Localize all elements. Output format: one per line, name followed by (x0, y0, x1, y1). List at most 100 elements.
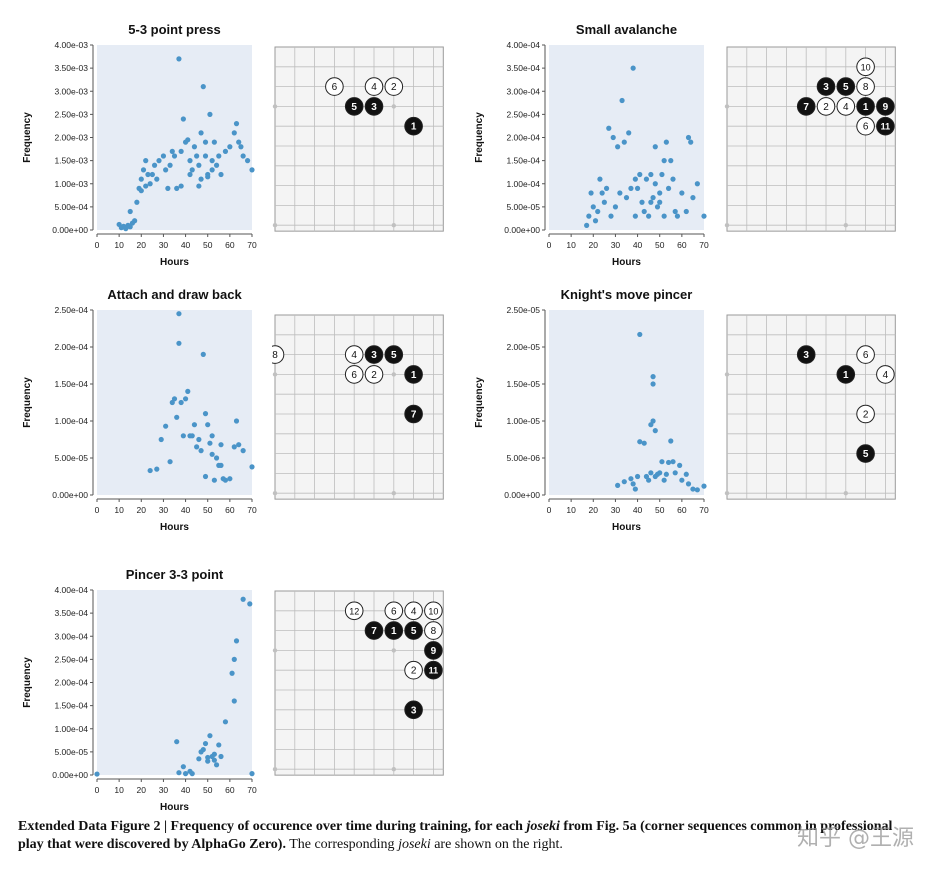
y-tick-label: 0.00e+00 (504, 225, 540, 235)
black-stone: 1 (856, 97, 875, 116)
stone-label: 6 (391, 606, 397, 617)
data-point (661, 213, 667, 219)
x-tick-label: 70 (247, 240, 257, 250)
data-point (670, 176, 676, 182)
plot-background (97, 45, 252, 230)
caption-plain-b: are shown on the right. (430, 837, 563, 852)
data-point (632, 176, 638, 182)
data-point (205, 754, 211, 761)
white-stone: 12 (344, 601, 364, 621)
white-stone: 2 (856, 404, 875, 424)
data-point (610, 134, 616, 141)
data-point (661, 158, 667, 164)
x-tick-label: 70 (699, 505, 709, 515)
stone-label: 4 (883, 370, 889, 381)
joseki-board: 3 6 1 4 2 5 (724, 314, 896, 500)
data-point (603, 185, 610, 191)
data-point (227, 144, 233, 150)
data-point (592, 218, 599, 224)
stone-label: 3 (803, 350, 809, 361)
data-point (701, 483, 707, 489)
data-point (174, 185, 180, 191)
data-point (641, 440, 647, 446)
data-point (628, 476, 634, 482)
star-point (724, 372, 730, 377)
data-point (171, 396, 178, 402)
x-tick-label: 0 (95, 505, 100, 515)
data-point (209, 167, 215, 173)
x-tick-label: 70 (699, 240, 709, 250)
data-point (178, 183, 184, 189)
stone-label: 3 (371, 102, 377, 113)
data-point (198, 448, 204, 454)
black-stone: 5 (856, 444, 875, 463)
white-stone: 8 (856, 77, 875, 96)
y-tick-label: 2.00e-03 (54, 133, 88, 143)
white-stone: 4 (836, 97, 856, 116)
data-point (634, 473, 641, 480)
data-point (209, 451, 215, 457)
white-stone: 2 (384, 77, 404, 96)
data-point (176, 770, 182, 776)
data-point (213, 455, 220, 461)
white-stone: 4 (364, 77, 384, 96)
data-point (202, 473, 209, 480)
data-point (236, 442, 242, 448)
data-point (187, 158, 193, 164)
data-point (650, 195, 656, 201)
data-point (621, 479, 627, 485)
data-point (180, 433, 186, 439)
chart-title: Attach and draw back (107, 287, 242, 302)
stone-label: 9 (431, 646, 437, 657)
star-point (272, 491, 278, 496)
data-point (694, 181, 700, 187)
chart-knights-move-pincer: Knight's move pincer 0.00e+00 5.00e-06 1.00… (452, 283, 922, 538)
y-tick-label: 0.00e+00 (52, 490, 88, 500)
y-tick-label: 0.00e+00 (52, 770, 88, 780)
stone-label: 2 (823, 102, 829, 113)
x-tick-label: 50 (203, 785, 213, 795)
data-point (185, 388, 191, 394)
scatter-plot: Pincer 3-3 point 0.00e+00 5.00e-05 1.00e-04… (22, 567, 257, 813)
data-point (189, 433, 195, 439)
data-point (202, 740, 209, 747)
y-tick-label: 1.50e-04 (54, 379, 88, 389)
y-tick-label: 3.00e-04 (506, 86, 540, 96)
black-stone: 5 (404, 621, 423, 640)
black-stone: 9 (424, 641, 443, 660)
data-point (236, 139, 242, 145)
x-tick-label: 50 (203, 505, 213, 515)
y-tick-label: 3.50e-03 (54, 63, 88, 73)
x-tick-label: 30 (159, 505, 169, 515)
data-point (231, 444, 237, 450)
data-point (694, 487, 700, 493)
stone-label: 11 (429, 666, 439, 676)
data-point (216, 742, 222, 748)
data-point (211, 477, 217, 483)
joseki-board: 10 3 5 8 7 2 4 1 9 6 11 (724, 46, 896, 232)
black-stone: 7 (364, 621, 384, 640)
data-point (202, 139, 209, 145)
data-point (180, 116, 186, 122)
data-point (601, 199, 607, 205)
star-point (724, 223, 730, 228)
data-point (654, 204, 661, 210)
x-tick-label: 50 (655, 505, 665, 515)
black-stone: 5 (384, 345, 404, 364)
data-point (657, 190, 663, 196)
y-tick-label: 1.00e-04 (506, 179, 540, 189)
stone-label: 1 (411, 370, 417, 381)
data-point (240, 448, 246, 454)
watermark-text: 知乎 @王源 (797, 826, 914, 851)
y-tick-label: 2.00e-04 (54, 342, 88, 352)
white-stone: 4 (344, 345, 364, 364)
star-point (724, 491, 730, 496)
stone-label: 11 (881, 122, 891, 132)
caption-plain-a: The corresponding (285, 837, 399, 852)
stone-label: 7 (803, 102, 809, 113)
stone-label: 3 (371, 350, 377, 361)
stone-label: 2 (863, 410, 869, 421)
stone-label: 12 (349, 606, 359, 616)
data-point (588, 190, 594, 196)
star-point (843, 491, 848, 496)
